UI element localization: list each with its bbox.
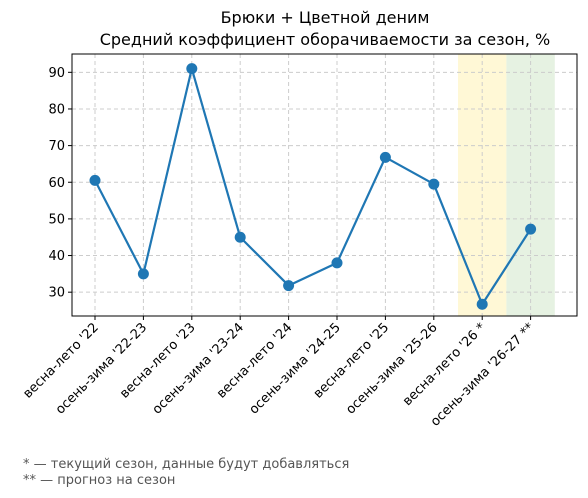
x-tick-label: весна-лето '26 * [400, 320, 489, 409]
data-point [283, 280, 295, 292]
y-tick-label: 70 [48, 139, 65, 154]
data-point [137, 268, 149, 280]
y-tick-label: 40 [48, 249, 65, 264]
footnote-forecast: ** — прогноз на сезон [23, 473, 176, 488]
y-tick-label: 90 [48, 66, 65, 81]
chart-subtitle: Средний коэффициент оборачиваемости за с… [100, 30, 551, 49]
y-tick-label: 30 [48, 286, 65, 301]
data-point [379, 151, 391, 163]
season-highlights [458, 54, 555, 316]
x-tick-label: осень-зима '25-26 [343, 320, 440, 417]
data-point [428, 178, 440, 190]
y-tick-label: 50 [48, 212, 65, 227]
series-line [94, 67, 532, 306]
y-tick-label: 60 [48, 176, 65, 191]
data-point [476, 298, 488, 310]
data-point [89, 174, 101, 186]
data-point [331, 257, 343, 269]
data-point [525, 223, 537, 235]
x-tick-label: осень-зима '24-25 [247, 320, 344, 417]
highlight-band-forecast [506, 54, 555, 316]
series-layer [89, 63, 537, 310]
x-tick-label: осень-зима '22-23 [53, 320, 150, 417]
y-axis: 30 40 50 60 70 80 90 [48, 66, 72, 301]
plot-frame [71, 53, 578, 317]
x-tick-label: осень-зима '23-24 [150, 320, 247, 417]
data-point [186, 63, 198, 75]
y-tick-label: 80 [48, 102, 65, 117]
footnote-current: * — текущий сезон, данные будут добавлят… [23, 457, 350, 472]
data-point [234, 231, 246, 243]
chart-title: Брюки + Цветной деним [221, 8, 430, 27]
